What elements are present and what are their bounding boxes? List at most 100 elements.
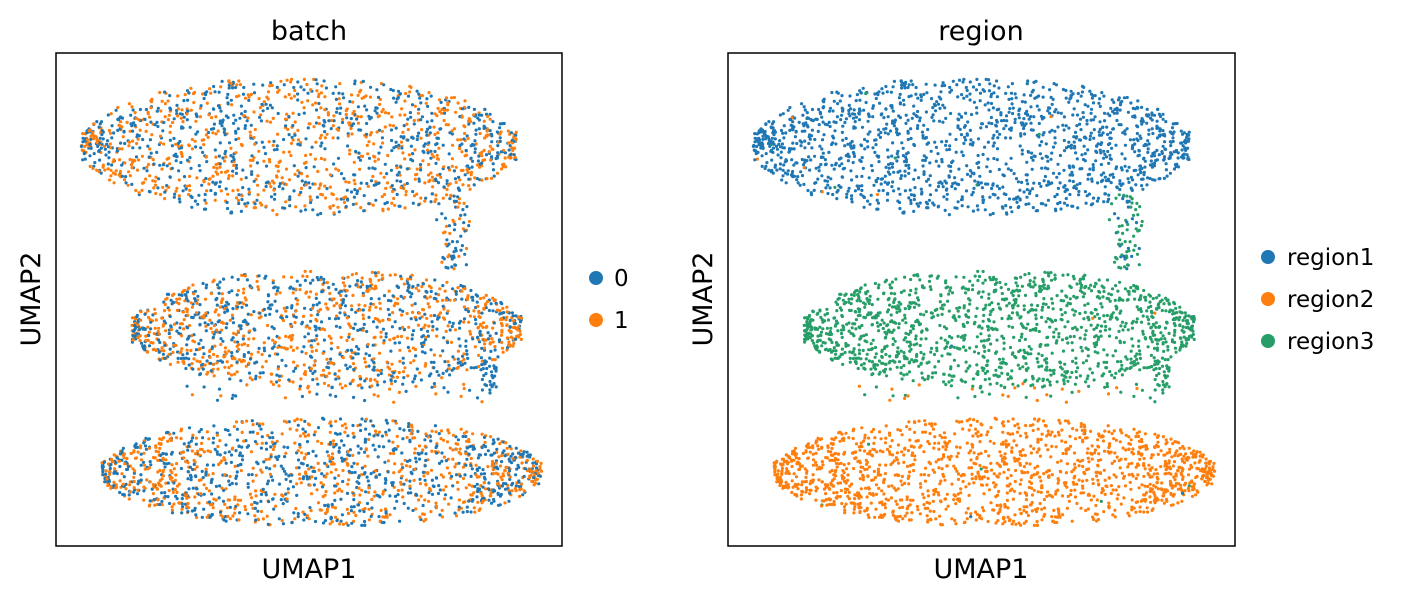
data-point-0: [184, 366, 188, 371]
data-point-1: [237, 347, 241, 351]
data-point-1: [154, 191, 158, 196]
data-point-1: [462, 382, 466, 386]
data-point-0: [158, 163, 162, 167]
data-point-1: [452, 220, 456, 224]
data-point-1: [328, 457, 332, 461]
data-point-1: [395, 375, 399, 379]
data-point-0: [181, 493, 185, 497]
data-point-1: [413, 451, 417, 455]
data-point-1: [205, 189, 209, 193]
data-point-0: [236, 277, 240, 282]
data-point-region3: [1029, 347, 1033, 351]
data-point-1: [442, 438, 446, 442]
data-point-0: [400, 451, 404, 455]
data-point-0: [222, 130, 226, 134]
data-point-1: [258, 201, 262, 205]
data-point-1: [401, 495, 405, 499]
data-point-1: [185, 493, 189, 497]
data-point-1: [146, 110, 150, 114]
data-point-0: [451, 484, 455, 488]
data-point-1: [391, 124, 396, 128]
data-point-0: [201, 281, 205, 286]
data-point-0: [121, 446, 125, 450]
data-point-1: [386, 365, 390, 369]
data-point-1: [147, 162, 151, 167]
data-point-0: [268, 436, 272, 440]
data-point-0: [435, 142, 439, 146]
data-point-1: [161, 474, 165, 478]
data-point-0: [268, 312, 272, 316]
data-point-1: [443, 289, 447, 293]
data-point-1: [335, 301, 339, 305]
data-point-0: [260, 435, 264, 439]
data-point-1: [331, 204, 335, 208]
data-point-0: [190, 195, 194, 200]
data-point-1: [250, 503, 254, 507]
data-point-1: [259, 468, 263, 472]
data-point-0: [272, 327, 276, 331]
data-point-0: [200, 183, 204, 187]
data-point-1: [296, 298, 300, 302]
data-point-1: [284, 347, 288, 351]
data-point-1: [348, 152, 352, 156]
data-point-0: [509, 131, 513, 135]
data-point-1: [350, 132, 354, 136]
data-point-0: [356, 328, 360, 332]
data-point-1: [291, 111, 295, 115]
data-point-1: [480, 178, 484, 182]
data-point-1: [463, 287, 467, 291]
data-point-1: [367, 490, 371, 494]
data-point-0: [292, 85, 296, 90]
data-point-1: [379, 171, 383, 175]
data-point-0: [104, 472, 108, 476]
data-point-0: [194, 145, 198, 149]
data-point-0: [422, 150, 426, 154]
data-point-1: [316, 95, 321, 99]
data-point-0: [264, 466, 269, 470]
data-point-region3: [958, 306, 962, 310]
data-point-0: [224, 326, 228, 330]
data-point-0: [252, 82, 256, 86]
data-point-1: [451, 143, 455, 147]
data-point-1: [226, 514, 230, 519]
data-point-0: [423, 438, 427, 442]
data-point-0: [376, 373, 380, 377]
data-point-1: [338, 522, 342, 526]
data-point-0: [169, 324, 173, 328]
data-point-1: [361, 317, 366, 321]
data-point-1: [397, 370, 401, 375]
data-point-0: [276, 286, 280, 290]
data-point-region1: [1111, 175, 1116, 179]
data-point-0: [462, 137, 466, 141]
data-point-0: [287, 133, 291, 137]
data-point-0: [430, 192, 434, 196]
data-point-0: [219, 337, 223, 341]
data-point-0: [383, 477, 388, 481]
data-point-0: [498, 136, 502, 140]
data-point-0: [437, 432, 441, 436]
data-point-0: [443, 216, 448, 220]
data-point-region3: [1063, 311, 1067, 315]
data-point-0: [488, 334, 492, 338]
data-point-0: [361, 79, 365, 83]
data-point-1: [125, 456, 129, 461]
data-point-0: [227, 86, 231, 90]
data-point-1: [236, 503, 240, 507]
data-point-0: [254, 377, 258, 381]
data-point-1: [375, 130, 379, 134]
data-point-0: [423, 478, 427, 482]
data-point-0: [115, 472, 119, 476]
data-point-0: [216, 452, 220, 456]
data-point-0: [488, 356, 492, 360]
data-point-0: [287, 378, 291, 382]
data-point-1: [148, 480, 152, 484]
data-point-1: [413, 447, 417, 451]
data-point-1: [223, 159, 227, 163]
data-point-0: [375, 111, 379, 115]
data-point-1: [183, 93, 187, 97]
data-point-0: [168, 138, 172, 142]
data-point-0: [257, 346, 261, 350]
data-point-0: [300, 179, 304, 183]
data-point-1: [468, 118, 472, 122]
data-point-1: [414, 507, 418, 511]
